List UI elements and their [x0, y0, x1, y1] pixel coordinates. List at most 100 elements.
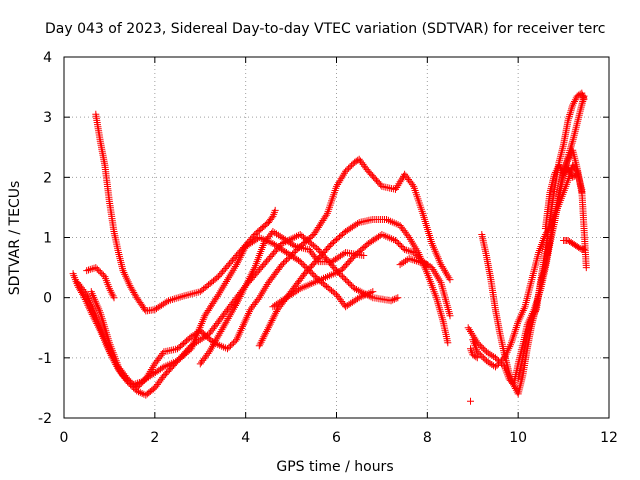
- data-point: [566, 111, 574, 118]
- data-point: [235, 255, 243, 263]
- y-tick-label: 0: [43, 291, 52, 307]
- data-point: [92, 264, 100, 272]
- data-point: [247, 271, 255, 279]
- data-point: [98, 270, 106, 278]
- data-point: [354, 220, 361, 228]
- data-point: [511, 385, 519, 392]
- data-point: [125, 280, 133, 288]
- series-track-n: [560, 237, 588, 253]
- data-point: [244, 276, 252, 284]
- data-point: [482, 348, 490, 356]
- data-point: [493, 355, 501, 363]
- data-point: [418, 259, 426, 267]
- data-point: [110, 294, 118, 302]
- series-track-d: [83, 264, 118, 302]
- data-point: [389, 296, 397, 304]
- data-point: [287, 252, 295, 260]
- data-point: [393, 238, 401, 246]
- data-point: [245, 274, 253, 282]
- data-point: [228, 340, 236, 348]
- data-point: [492, 363, 499, 371]
- data-point: [475, 349, 483, 357]
- data-point: [108, 290, 116, 298]
- data-point: [270, 313, 278, 321]
- chart-title: Day 043 of 2023, Sidereal Day-to-day VTE…: [45, 21, 605, 37]
- data-point: [105, 285, 113, 293]
- data-point: [571, 98, 578, 105]
- data-point: [233, 300, 241, 308]
- data-point: [395, 240, 403, 247]
- data-point: [90, 264, 98, 272]
- data-point: [423, 261, 431, 269]
- data-point: [249, 267, 257, 275]
- data-point: [235, 330, 243, 338]
- data-point: [331, 289, 339, 297]
- data-point: [496, 358, 504, 366]
- data-point: [238, 250, 246, 258]
- data-point: [392, 237, 399, 244]
- data-point: [193, 329, 201, 337]
- data-point: [234, 259, 241, 267]
- data-point: [564, 176, 572, 184]
- data-point: [204, 307, 212, 314]
- data-point: [339, 273, 347, 281]
- data-point: [219, 283, 227, 291]
- data-point: [556, 163, 564, 171]
- data-point: [213, 292, 221, 300]
- data-point: [299, 261, 307, 269]
- data-point: [136, 381, 144, 389]
- data-point: [121, 270, 129, 278]
- data-point: [86, 265, 94, 273]
- data-point: [221, 320, 229, 328]
- data-point: [264, 326, 271, 334]
- series-track-i: [396, 255, 431, 269]
- data-point: [271, 311, 279, 319]
- data-point: [340, 301, 348, 309]
- data-point: [248, 269, 256, 277]
- y-tick-label: 2: [43, 170, 52, 186]
- x-tick-label: 2: [150, 430, 159, 446]
- data-point: [239, 248, 247, 256]
- data-point: [125, 376, 133, 384]
- data-point: [283, 256, 290, 264]
- data-point: [289, 250, 297, 258]
- data-point: [144, 371, 152, 379]
- data-point: [242, 282, 250, 290]
- data-point: [133, 384, 141, 392]
- data-point: [511, 383, 518, 391]
- data-point: [411, 256, 419, 264]
- data-point: [406, 247, 414, 255]
- data-point: [236, 253, 244, 261]
- data-point: [229, 305, 237, 313]
- data-point: [267, 318, 275, 326]
- data-point: [263, 327, 271, 335]
- data-point: [230, 264, 238, 272]
- data-point: [236, 293, 244, 300]
- data-point: [210, 340, 217, 348]
- data-point: [296, 258, 304, 266]
- data-point: [446, 276, 454, 284]
- data-point: [343, 277, 351, 285]
- data-point: [416, 258, 424, 266]
- data-point: [343, 166, 351, 174]
- data-point: [473, 348, 481, 356]
- data-point: [495, 360, 502, 368]
- data-point: [295, 286, 302, 294]
- data-point: [464, 324, 472, 332]
- series-track-p: [467, 345, 481, 362]
- x-tick-label: 10: [509, 430, 527, 446]
- data-point: [313, 244, 321, 252]
- data-point: [566, 152, 574, 160]
- data-point: [486, 359, 494, 367]
- data-point: [404, 247, 412, 255]
- data-point: [398, 259, 406, 267]
- data-point: [530, 311, 538, 319]
- data-point: [243, 280, 251, 288]
- y-tick-label: 4: [43, 50, 52, 66]
- data-point: [510, 381, 518, 389]
- data-point: [401, 246, 409, 253]
- data-point: [557, 165, 565, 173]
- data-point: [124, 375, 132, 383]
- data-point: [205, 348, 213, 356]
